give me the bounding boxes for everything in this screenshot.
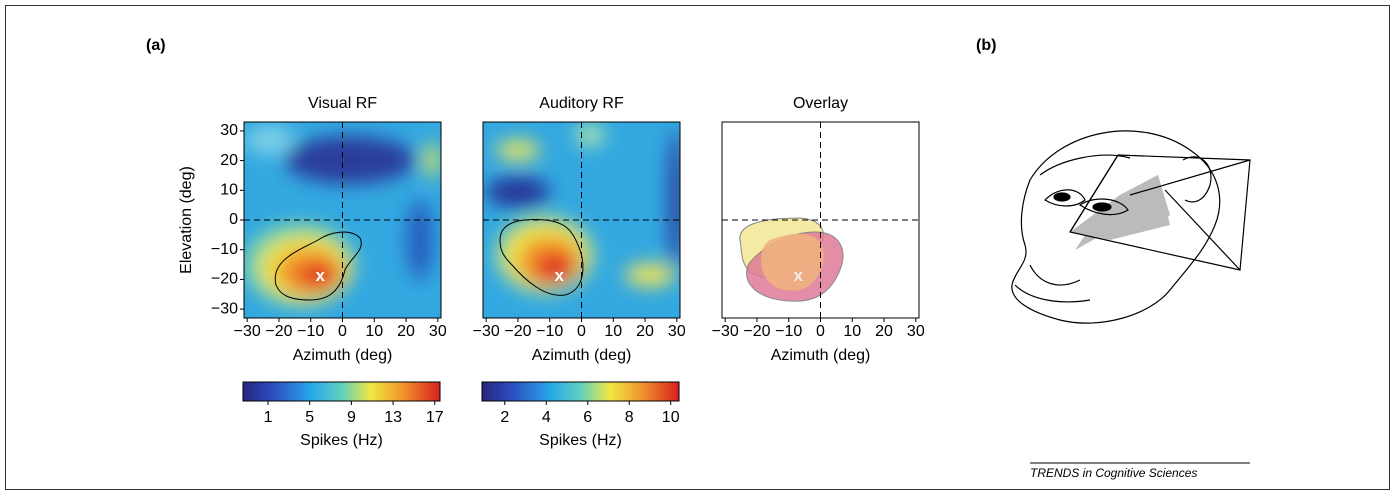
colorbar — [482, 382, 679, 401]
x-tick-label: 0 — [577, 323, 586, 340]
monkey-drawing — [1012, 131, 1250, 323]
x-tick-label: 30 — [668, 323, 686, 340]
panel-title: Auditory RF — [539, 95, 624, 112]
colorbar-tick-label: 10 — [662, 409, 680, 426]
x-tick-label: −20 — [265, 323, 292, 340]
panel-label: (b) — [976, 37, 996, 54]
x-tick-label: 10 — [604, 323, 622, 340]
y-tick-label: 20 — [220, 152, 238, 169]
peak-marker: x — [555, 266, 565, 285]
colorbar-tick-label: 17 — [426, 409, 444, 426]
colorbar — [243, 382, 440, 401]
y-tick-label: 0 — [229, 211, 238, 228]
x-tick-label: −30 — [473, 323, 500, 340]
x-axis-label: Azimuth (deg) — [293, 347, 393, 364]
panel-title: Overlay — [793, 95, 848, 112]
y-tick-label: −30 — [211, 300, 238, 317]
x-tick-label: −20 — [504, 323, 531, 340]
y-tick-label: −20 — [211, 271, 238, 288]
colorbar-tick-label: 13 — [384, 409, 402, 426]
x-tick-label: −10 — [297, 323, 324, 340]
x-tick-label: 20 — [875, 323, 893, 340]
colorbar-tick-label: 9 — [347, 409, 356, 426]
x-tick-label: −10 — [775, 323, 802, 340]
panel-title: Visual RF — [308, 95, 377, 112]
overlay-blobs — [740, 218, 843, 301]
x-tick-label: 10 — [843, 323, 861, 340]
x-tick-label: 20 — [397, 323, 415, 340]
x-axis-label: Azimuth (deg) — [771, 347, 871, 364]
colorbar-tick-label: 6 — [583, 409, 592, 426]
x-tick-label: −10 — [536, 323, 563, 340]
x-tick-label: −30 — [712, 323, 739, 340]
colorbar-tick-label: 8 — [625, 409, 634, 426]
x-tick-label: −30 — [234, 323, 261, 340]
heatmap-visual — [244, 122, 441, 318]
colorbar-tick-label: 1 — [264, 409, 273, 426]
panel-label: (a) — [146, 37, 166, 54]
figure: (a) (b) — [0, 0, 1396, 496]
x-tick-label: 20 — [636, 323, 654, 340]
peak-marker: x — [794, 266, 804, 285]
x-tick-label: 30 — [907, 323, 925, 340]
colorbar-tick-label: 4 — [542, 409, 551, 426]
colorbar-label: Spikes (Hz) — [539, 432, 622, 449]
x-axis-label: Azimuth (deg) — [532, 347, 632, 364]
credit: TRENDS in Cognitive Sciences — [1030, 466, 1197, 480]
x-tick-label: 10 — [365, 323, 383, 340]
y-tick-label: 30 — [220, 122, 238, 139]
y-tick-label: −10 — [211, 241, 238, 258]
y-tick-label: 10 — [220, 182, 238, 199]
colorbar-tick-label: 2 — [500, 409, 509, 426]
peak-marker: x — [316, 266, 326, 285]
colorbar-label: Spikes (Hz) — [300, 432, 383, 449]
y-axis-label: Elevation (deg) — [178, 166, 195, 274]
x-tick-label: 0 — [338, 323, 347, 340]
colorbar-tick-label: 5 — [305, 409, 314, 426]
x-tick-label: 30 — [429, 323, 447, 340]
x-tick-label: 0 — [816, 323, 825, 340]
x-tick-label: −20 — [743, 323, 770, 340]
